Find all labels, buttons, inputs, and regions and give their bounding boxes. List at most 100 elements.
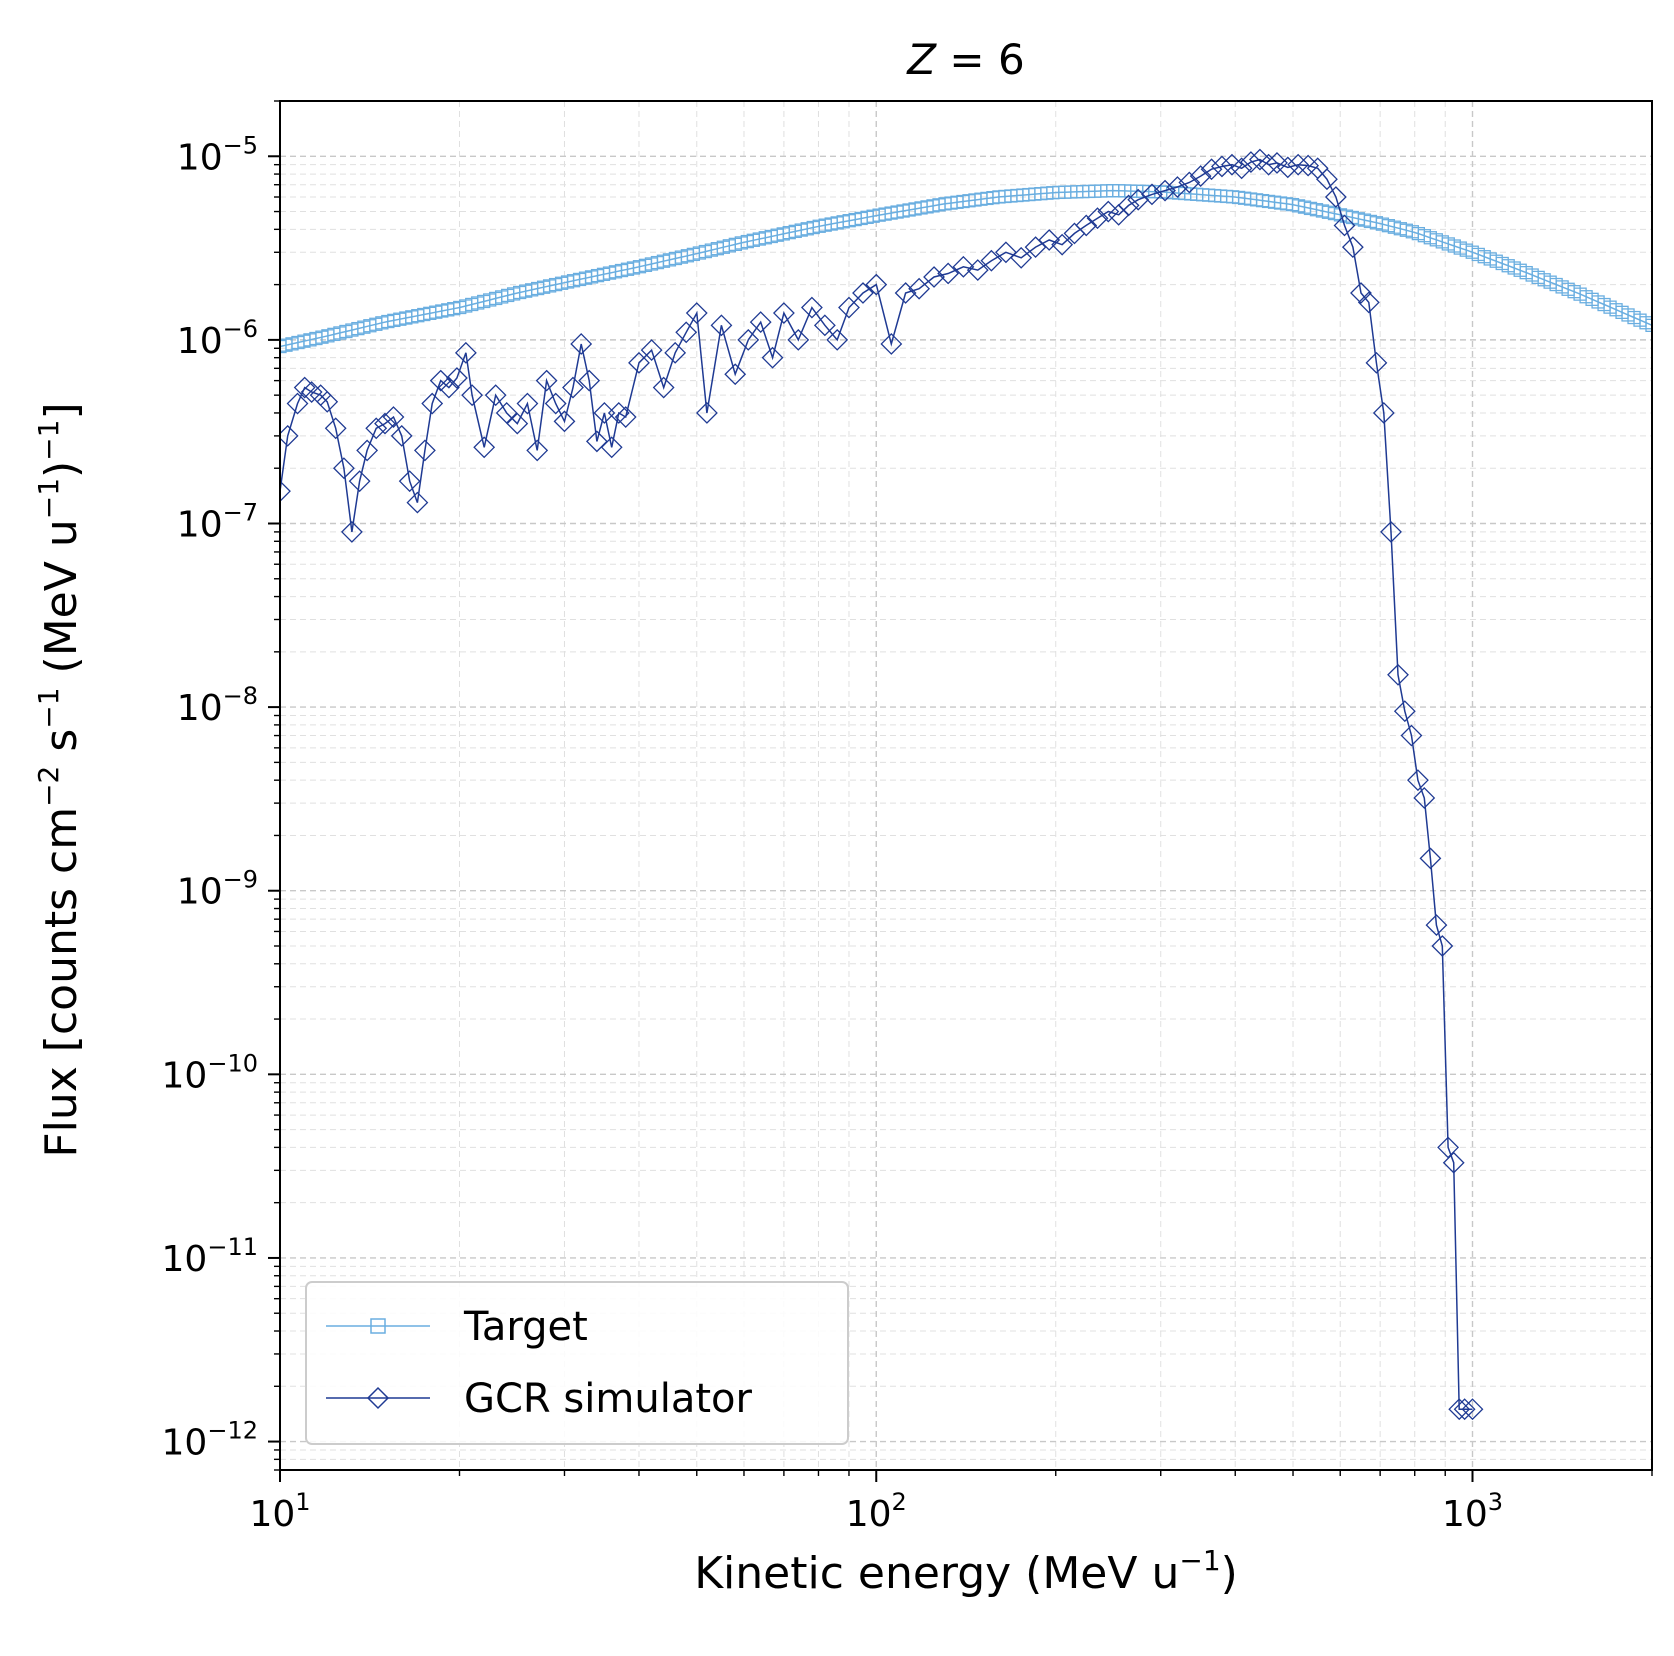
title-value: 6 xyxy=(998,35,1025,84)
gcr-point xyxy=(506,412,529,435)
y-label-part-4: ) xyxy=(36,461,87,478)
gcr-point xyxy=(628,351,650,374)
gcr-point xyxy=(454,341,477,364)
gcr-point xyxy=(544,392,567,415)
gcr-point xyxy=(1316,168,1338,191)
gcr-point xyxy=(300,381,323,403)
gcr-point xyxy=(578,369,601,392)
gcr-point xyxy=(413,439,436,462)
gcr-point xyxy=(1075,214,1098,237)
gcr-point xyxy=(1038,229,1061,251)
gcr-point xyxy=(286,392,309,415)
gcr-point xyxy=(737,328,760,351)
y-tick-label-exp: −8 xyxy=(223,682,258,710)
y-label-exp-3: −1 xyxy=(32,478,65,519)
y-tick-label-exp: −12 xyxy=(207,1417,258,1445)
x-label-main: Kinetic energy (MeV u xyxy=(694,1548,1179,1599)
gcr-point xyxy=(1127,188,1150,211)
gcr-point xyxy=(696,402,718,424)
chart-title: Z = 6 xyxy=(906,35,1024,84)
y-label-exp-1: −2 xyxy=(32,766,65,807)
gcr-point xyxy=(1437,1136,1460,1159)
gcr-point xyxy=(724,363,747,386)
y-label-part-2: s xyxy=(36,729,87,766)
gcr-line xyxy=(280,158,1473,1410)
gcr-point xyxy=(316,390,339,413)
gcr-point xyxy=(787,328,810,351)
gcr-point xyxy=(1442,1151,1465,1174)
gcr-point xyxy=(1431,935,1454,957)
grid-major xyxy=(279,101,1652,1470)
gcr-point xyxy=(495,402,518,424)
gcr-point xyxy=(1200,158,1223,181)
gcr-point xyxy=(664,341,687,364)
gcr-point xyxy=(813,314,836,337)
gcr-point xyxy=(995,241,1017,264)
y-tick-label: 10−11 xyxy=(162,1233,258,1280)
y-axis-label: Flux [counts cm−2 s−1 (MeV u−1)−1] xyxy=(32,402,87,1157)
y-tick-label-base: 10 xyxy=(162,1423,208,1464)
gcr-point xyxy=(484,384,507,407)
series-gcr-simulator xyxy=(280,148,1484,1421)
gcr-point xyxy=(640,339,663,361)
gcr-point xyxy=(1287,153,1310,176)
x-tick-label-base: 10 xyxy=(1442,1494,1488,1535)
gcr-point xyxy=(761,346,784,369)
gcr-point xyxy=(865,273,888,296)
x-label-tail: ) xyxy=(1221,1548,1238,1599)
gcr-point xyxy=(1407,769,1429,792)
gcr-point xyxy=(473,436,496,459)
gcr-point xyxy=(1413,787,1436,809)
gcr-point xyxy=(1257,153,1280,176)
gcr-point xyxy=(980,249,1003,272)
x-tick-label: 103 xyxy=(1442,1488,1503,1535)
y-tick-label-base: 10 xyxy=(162,1239,208,1280)
gcr-point xyxy=(585,430,608,453)
legend: Target GCR simulator xyxy=(305,1281,849,1445)
gcr-point xyxy=(675,321,698,344)
y-label-part-3: (MeV u xyxy=(36,519,87,687)
gcr-point xyxy=(894,282,917,304)
gcr-point xyxy=(607,402,630,424)
title-variable: Z xyxy=(906,35,937,84)
x-tick-label: 101 xyxy=(249,1488,310,1535)
gcr-point xyxy=(516,392,539,415)
x-tick-label-exp: 3 xyxy=(1488,1488,1503,1516)
gcr-point xyxy=(838,296,860,319)
gcr-point xyxy=(382,406,405,428)
gcr-point xyxy=(1461,1398,1484,1421)
gcr-point xyxy=(340,520,363,543)
y-tick-label-exp: −10 xyxy=(207,1049,258,1077)
gcr-point xyxy=(880,333,903,355)
series-layer xyxy=(280,148,1652,1421)
x-ticks: 101 102 103 xyxy=(249,1470,1653,1535)
y-tick-label-base: 10 xyxy=(177,872,223,913)
legend-label-target: Target xyxy=(463,1304,588,1350)
y-tick-label-base: 10 xyxy=(177,504,223,545)
gcr-point xyxy=(438,376,460,399)
plot-frame xyxy=(279,100,1653,1471)
gcr-point xyxy=(406,491,429,514)
gcr-point xyxy=(1230,157,1253,180)
gcr-point xyxy=(280,480,291,503)
gcr-point xyxy=(1240,151,1262,173)
gcr-point xyxy=(348,470,371,493)
gcr-point xyxy=(1341,236,1364,259)
y-tick-label-exp: −9 xyxy=(223,866,258,894)
y-tick-label-exp: −5 xyxy=(223,131,258,159)
gcr-point xyxy=(1350,282,1372,304)
gcr-point xyxy=(710,314,733,337)
y-tick-label: 10−5 xyxy=(177,131,258,178)
x-tick-label-base: 10 xyxy=(249,1494,295,1535)
gcr-point xyxy=(535,369,558,392)
gcr-point xyxy=(1117,194,1140,217)
legend-label-gcr: GCR simulator xyxy=(464,1376,752,1422)
y-tick-label: 10−12 xyxy=(162,1417,258,1464)
gcr-point xyxy=(374,412,396,435)
gcr-point xyxy=(526,439,549,462)
gcr-point xyxy=(1400,724,1423,747)
legend-marker-target xyxy=(370,1318,386,1334)
gcr-point xyxy=(1178,171,1201,194)
gcr-point xyxy=(1365,351,1388,374)
